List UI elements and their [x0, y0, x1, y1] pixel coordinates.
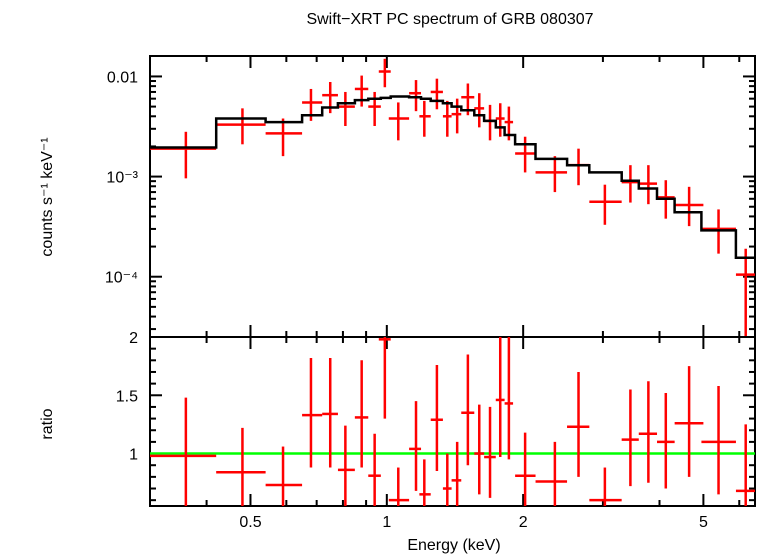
data-point: [378, 337, 391, 419]
data-point: [388, 467, 410, 506]
spectrum-panel: 0.01 10⁻³ 10⁻⁴: [105, 55, 756, 338]
data-point: [515, 136, 536, 173]
x-tick-label: 5: [699, 514, 708, 531]
data-point: [409, 401, 422, 491]
y-tick-label: 10⁻⁴: [105, 270, 138, 287]
y-tick-label: 1: [129, 447, 138, 464]
ratio-frame: [149, 336, 756, 507]
data-point: [495, 337, 505, 458]
ratio-panel: 2 1.5 1 0.5 1 2 5: [116, 330, 756, 531]
y-axis-label-spectrum: counts s⁻¹ keV⁻¹: [39, 137, 56, 256]
data-point: [419, 100, 431, 137]
data-point: [638, 381, 658, 483]
data-point: [442, 100, 452, 137]
data-point: [735, 248, 755, 337]
data-point: [388, 102, 410, 141]
data-point: [368, 433, 381, 506]
data-point: [265, 118, 303, 157]
data-point: [265, 446, 303, 506]
data-point: [567, 371, 590, 477]
data-point: [567, 148, 590, 186]
data-point: [354, 360, 369, 468]
data-point: [442, 453, 452, 506]
data-point: [589, 184, 622, 225]
y-tick-label: 10⁻³: [106, 170, 138, 187]
x-tick-label: 2: [519, 514, 528, 531]
data-point: [674, 186, 704, 227]
data-point: [638, 165, 658, 205]
data-point: [409, 80, 422, 112]
data-point: [535, 156, 568, 193]
y-tick-label: 2: [129, 330, 138, 347]
data-point: [461, 354, 475, 466]
y-tick-label: 1.5: [116, 388, 138, 405]
data-point: [430, 364, 443, 472]
data-point: [621, 389, 639, 487]
data-point: [484, 406, 496, 498]
data-point: [337, 91, 355, 126]
x-tick-label: 1: [382, 514, 391, 531]
data-point: [674, 366, 704, 477]
data-point: [735, 424, 755, 506]
data-point: [701, 385, 736, 495]
data-point: [419, 459, 431, 506]
x-axis-label: Energy (keV): [407, 537, 500, 554]
data-point: [451, 441, 462, 506]
data-point: [504, 337, 514, 460]
y-axis-label-ratio: ratio: [39, 408, 56, 439]
data-point: [589, 467, 622, 506]
data-point: [354, 75, 369, 107]
chart-title: Swift−XRT PC spectrum of GRB 080307: [306, 11, 593, 28]
data-point: [337, 425, 355, 506]
data-point: [451, 98, 462, 134]
data-point: [378, 58, 391, 88]
y-tick-label: 0.01: [107, 69, 138, 86]
data-point: [474, 404, 485, 495]
data-point: [621, 165, 639, 203]
x-tick-label: 0.5: [239, 514, 261, 531]
data-point: [495, 103, 505, 137]
data-point: [657, 392, 675, 489]
data-point: [150, 397, 217, 506]
data-point: [150, 131, 217, 179]
data-point: [216, 427, 266, 506]
data-point: [302, 357, 323, 468]
data-point: [216, 108, 266, 145]
data-point: [430, 78, 443, 110]
data-point: [484, 104, 496, 141]
data-point: [368, 91, 381, 126]
data-point: [322, 357, 338, 468]
data-point: [474, 93, 485, 128]
model-step-line: [150, 95, 755, 259]
data-point: [515, 432, 536, 506]
data-point: [535, 441, 568, 506]
